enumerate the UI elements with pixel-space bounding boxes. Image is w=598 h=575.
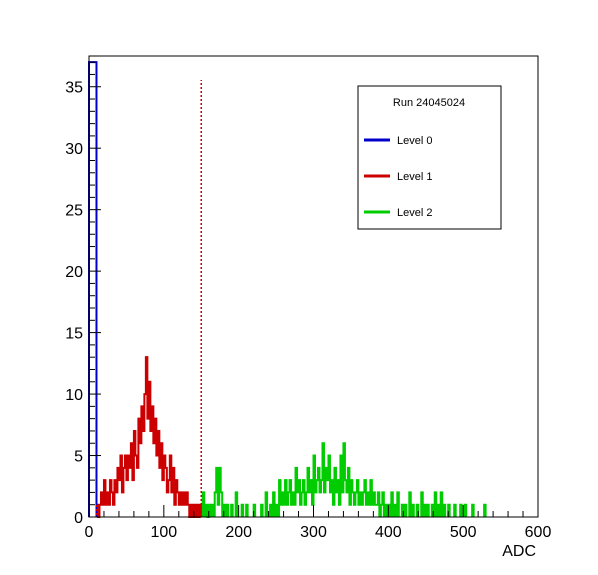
y-tick-label: 25 [65,203,83,220]
legend-label-level-2: Level 2 [397,207,432,219]
legend-entries: Level 0 Level 1 Level 2 [364,135,432,219]
x-tick-label: 500 [450,524,477,541]
legend-box [357,85,502,230]
x-tick-label: 0 [85,524,94,541]
legend-label-level-1: Level 1 [397,171,432,183]
x-tick-label: 400 [375,524,402,541]
legend-header: Run 24045024 [393,97,465,109]
y-tick-label: 10 [65,387,83,404]
legend-label-level-0: Level 0 [397,135,432,147]
y-tick-label: 15 [65,326,83,343]
series-level-1-line [95,356,203,518]
y-tick-label: 5 [74,449,83,466]
y-tick-label: 20 [65,264,83,281]
x-axis: 0 100 200 300 400 500 600 [85,505,552,541]
legend: Run 24045024 Level 0 Level 1 Level 2 [357,85,502,230]
x-axis-title: ADC [502,543,536,560]
x-tick-label: 300 [300,524,327,541]
y-axis: 0 5 10 15 20 25 30 35 [65,61,101,527]
y-tick-label: 30 [65,141,83,158]
x-tick-label: 200 [225,524,252,541]
y-tick-label: 35 [65,80,83,97]
threshold-layer [95,80,202,517]
x-tick-label: 600 [525,524,552,541]
y-tick-label: 0 [74,510,83,527]
x-tick-label: 100 [150,524,177,541]
series-level-2-line [201,442,487,518]
